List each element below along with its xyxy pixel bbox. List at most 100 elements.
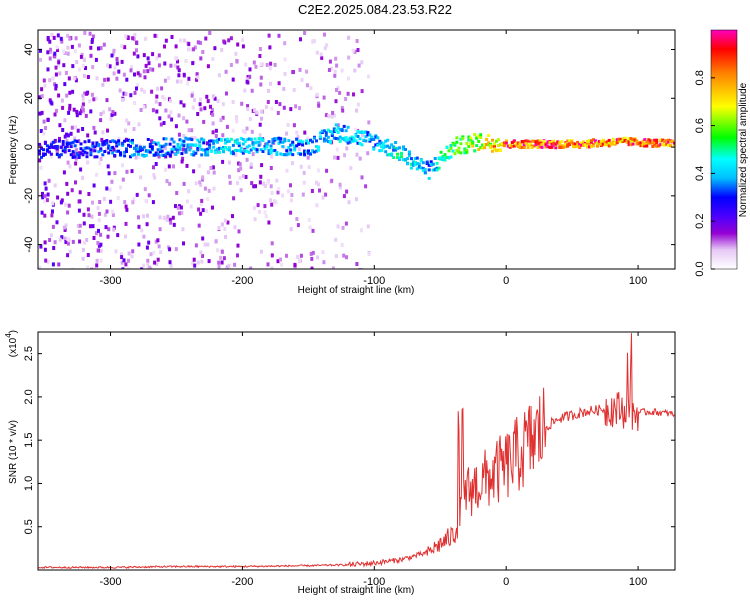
spectrogram-band-cell bbox=[105, 141, 109, 145]
spectrogram-band-cell bbox=[491, 149, 494, 153]
spectrogram-noise-cell bbox=[105, 186, 109, 191]
spectrogram-band-cell bbox=[295, 144, 299, 148]
spectrogram-band-cell bbox=[103, 142, 107, 146]
spectrogram-x-tick-label: -300 bbox=[100, 275, 122, 287]
spectrogram-noise-cell bbox=[112, 71, 116, 76]
spectrogram-noise-cell bbox=[273, 62, 277, 67]
spectrogram-band-cell bbox=[510, 141, 514, 144]
spectrogram-band-cell bbox=[156, 148, 160, 152]
spectrogram-noise-cell bbox=[122, 91, 126, 96]
spectrogram-noise-cell bbox=[181, 147, 185, 152]
spectrogram-band-cell bbox=[506, 144, 510, 148]
spectrogram-band-cell bbox=[597, 139, 601, 143]
spectrogram-noise-cell bbox=[217, 226, 221, 230]
spectrogram-band-cell bbox=[423, 171, 427, 175]
spectrogram-band-cell bbox=[663, 143, 667, 147]
spectrogram-noise-cell bbox=[53, 54, 57, 59]
chart-title: C2E2.2025.084.23.53.R22 bbox=[298, 2, 452, 17]
spectrogram-band-cell bbox=[204, 153, 208, 157]
spectrogram-band-cell bbox=[140, 153, 144, 157]
spectrogram-band-cell bbox=[305, 141, 309, 145]
spectrogram-band-cell bbox=[550, 145, 554, 149]
spectrogram-band-cell bbox=[49, 145, 53, 149]
spectrogram-band-cell bbox=[144, 149, 148, 153]
spectrogram-band-cell bbox=[528, 142, 532, 146]
spectrogram-band-cell bbox=[259, 148, 263, 152]
spectrogram-band-cell bbox=[273, 137, 277, 141]
spectrogram-band-cell bbox=[352, 136, 356, 140]
spectrogram-band-cell bbox=[633, 138, 637, 142]
spectrogram-band-cell bbox=[43, 140, 47, 144]
spectrogram-noise-cell bbox=[50, 32, 54, 37]
spectrogram-noise-cell bbox=[276, 190, 280, 195]
spectrogram-noise-cell bbox=[115, 57, 119, 62]
spectrogram-noise-cell bbox=[100, 137, 104, 142]
spectrogram-noise-cell bbox=[90, 214, 94, 219]
spectrogram-noise-cell bbox=[233, 262, 237, 267]
spectrogram-noise-cell bbox=[187, 128, 191, 133]
spectrogram-band-cell bbox=[372, 147, 376, 151]
spectrogram-noise-cell bbox=[231, 77, 235, 82]
spectrogram-noise-cell bbox=[211, 130, 215, 135]
spectrogram-band-cell bbox=[214, 139, 218, 143]
spectrogram-band-cell bbox=[315, 145, 318, 149]
spectrogram-noise-cell bbox=[112, 227, 116, 232]
spectrogram-band-cell bbox=[269, 144, 273, 148]
spectrogram-noise-cell bbox=[205, 94, 209, 99]
spectrogram-band-cell bbox=[619, 137, 623, 141]
spectrogram-noise-cell bbox=[176, 205, 180, 210]
spectrogram-noise-cell bbox=[310, 189, 314, 193]
spectrogram-band-cell bbox=[123, 154, 127, 158]
spectrogram-band-cell bbox=[520, 145, 524, 149]
spectrogram-noise-cell bbox=[143, 187, 147, 192]
spectrogram-band-cell bbox=[497, 148, 500, 152]
spectrogram-noise-cell bbox=[254, 184, 257, 189]
spectrogram-noise-cell bbox=[74, 180, 77, 185]
spectrogram-noise-cell bbox=[237, 168, 241, 173]
spectrogram-noise-cell bbox=[46, 117, 50, 122]
spectrogram-band-cell bbox=[534, 140, 538, 144]
spectrogram-band-cell bbox=[212, 141, 216, 145]
spectrogram-noise-cell bbox=[80, 105, 84, 110]
spectrogram-noise-cell bbox=[62, 225, 66, 230]
spectrogram-noise-cell bbox=[199, 202, 203, 207]
spectrogram-noise-cell bbox=[164, 108, 168, 113]
spectrogram-noise-cell bbox=[234, 51, 238, 56]
spectrogram-y-tick-label: 40 bbox=[23, 43, 35, 55]
spectrogram-band-cell bbox=[79, 147, 83, 151]
spectrogram-noise-cell bbox=[44, 126, 47, 130]
spectrogram-noise-cell bbox=[71, 64, 75, 69]
spectrogram-noise-cell bbox=[62, 49, 66, 54]
snr-frame bbox=[37, 331, 676, 571]
spectrogram-band-cell bbox=[222, 146, 225, 149]
spectrogram-band-cell bbox=[210, 149, 214, 153]
spectrogram-noise-cell bbox=[66, 45, 70, 50]
spectrogram-noise-cell bbox=[143, 75, 147, 80]
spectrogram-noise-cell bbox=[344, 221, 348, 226]
spectrogram-noise-cell bbox=[207, 188, 211, 193]
spectrogram-noise-cell bbox=[122, 258, 126, 263]
spectrogram-noise-cell bbox=[216, 99, 220, 104]
snr-x-ticks: -300 -200 -100 0 100 bbox=[100, 332, 647, 588]
spectrogram-noise-cell bbox=[117, 137, 121, 142]
spectrogram-band-cell bbox=[182, 139, 186, 143]
spectrogram-noise-cell bbox=[101, 82, 105, 87]
spectrogram-band-cell bbox=[388, 152, 392, 156]
spectrogram-noise-cell bbox=[196, 75, 200, 80]
spectrogram-noise-cell bbox=[110, 179, 114, 184]
spectrogram-band-cell bbox=[356, 141, 360, 145]
spectrogram-band-cell bbox=[71, 155, 75, 159]
spectrogram-noise-cell bbox=[153, 33, 157, 38]
spectrogram-band-cell bbox=[152, 141, 156, 144]
spectrogram-noise-cell bbox=[277, 33, 281, 38]
spectrogram-band-cell bbox=[299, 139, 303, 143]
spectrogram-band-cell bbox=[611, 137, 615, 141]
spectrogram-noise-cell bbox=[127, 251, 131, 256]
spectrogram-band-cell bbox=[73, 155, 77, 159]
spectrogram-band-cell bbox=[192, 153, 196, 157]
spectrogram-noise-cell bbox=[259, 174, 263, 179]
spectrogram-noise-cell bbox=[74, 156, 78, 161]
spectrogram-noise-cell bbox=[99, 118, 103, 123]
spectrogram-band-cell bbox=[364, 130, 368, 134]
